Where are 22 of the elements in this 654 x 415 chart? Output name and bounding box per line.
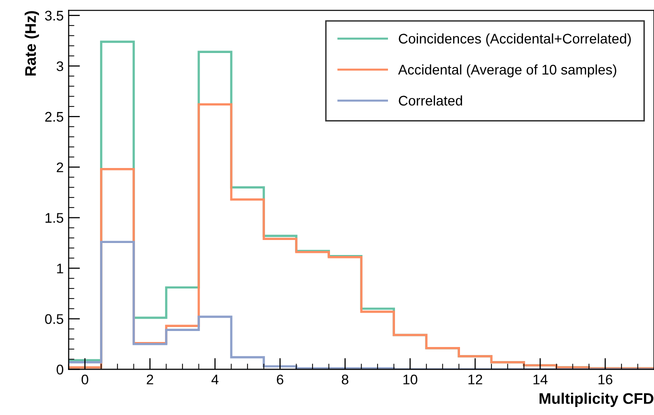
legend-label: Coincidences (Accidental+Correlated) bbox=[398, 33, 631, 46]
y-tick-label: 3.5 bbox=[45, 10, 64, 21]
x-tick-label: 14 bbox=[534, 374, 548, 384]
x-tick-label: 12 bbox=[468, 374, 482, 384]
x-tick-label: 8 bbox=[342, 374, 348, 384]
y-tick-label: 1 bbox=[57, 264, 64, 274]
y-tick-label: 2.5 bbox=[45, 112, 64, 122]
x-tick-label: 16 bbox=[598, 374, 612, 384]
y-tick-label: 0.5 bbox=[45, 314, 64, 324]
y-axis-title: Rate (Hz) bbox=[24, 11, 39, 76]
x-tick-label: 4 bbox=[211, 374, 218, 384]
y-tick-label: 2 bbox=[56, 162, 64, 172]
y-tick-label: 1.5 bbox=[46, 213, 64, 223]
x-tick-label: 2 bbox=[146, 374, 154, 384]
x-tick-label: 6 bbox=[276, 374, 284, 384]
y-tick-label: 0 bbox=[56, 364, 64, 375]
legend-label: Accidental (Average of 10 samples) bbox=[398, 64, 616, 78]
x-axis-title: Multiplicity CFD bbox=[540, 392, 654, 407]
legend-label: Correlated bbox=[398, 95, 462, 106]
y-tick-label: 3 bbox=[56, 61, 64, 72]
x-tick-label: 0 bbox=[82, 374, 88, 384]
x-tick-label: 10 bbox=[403, 374, 418, 384]
